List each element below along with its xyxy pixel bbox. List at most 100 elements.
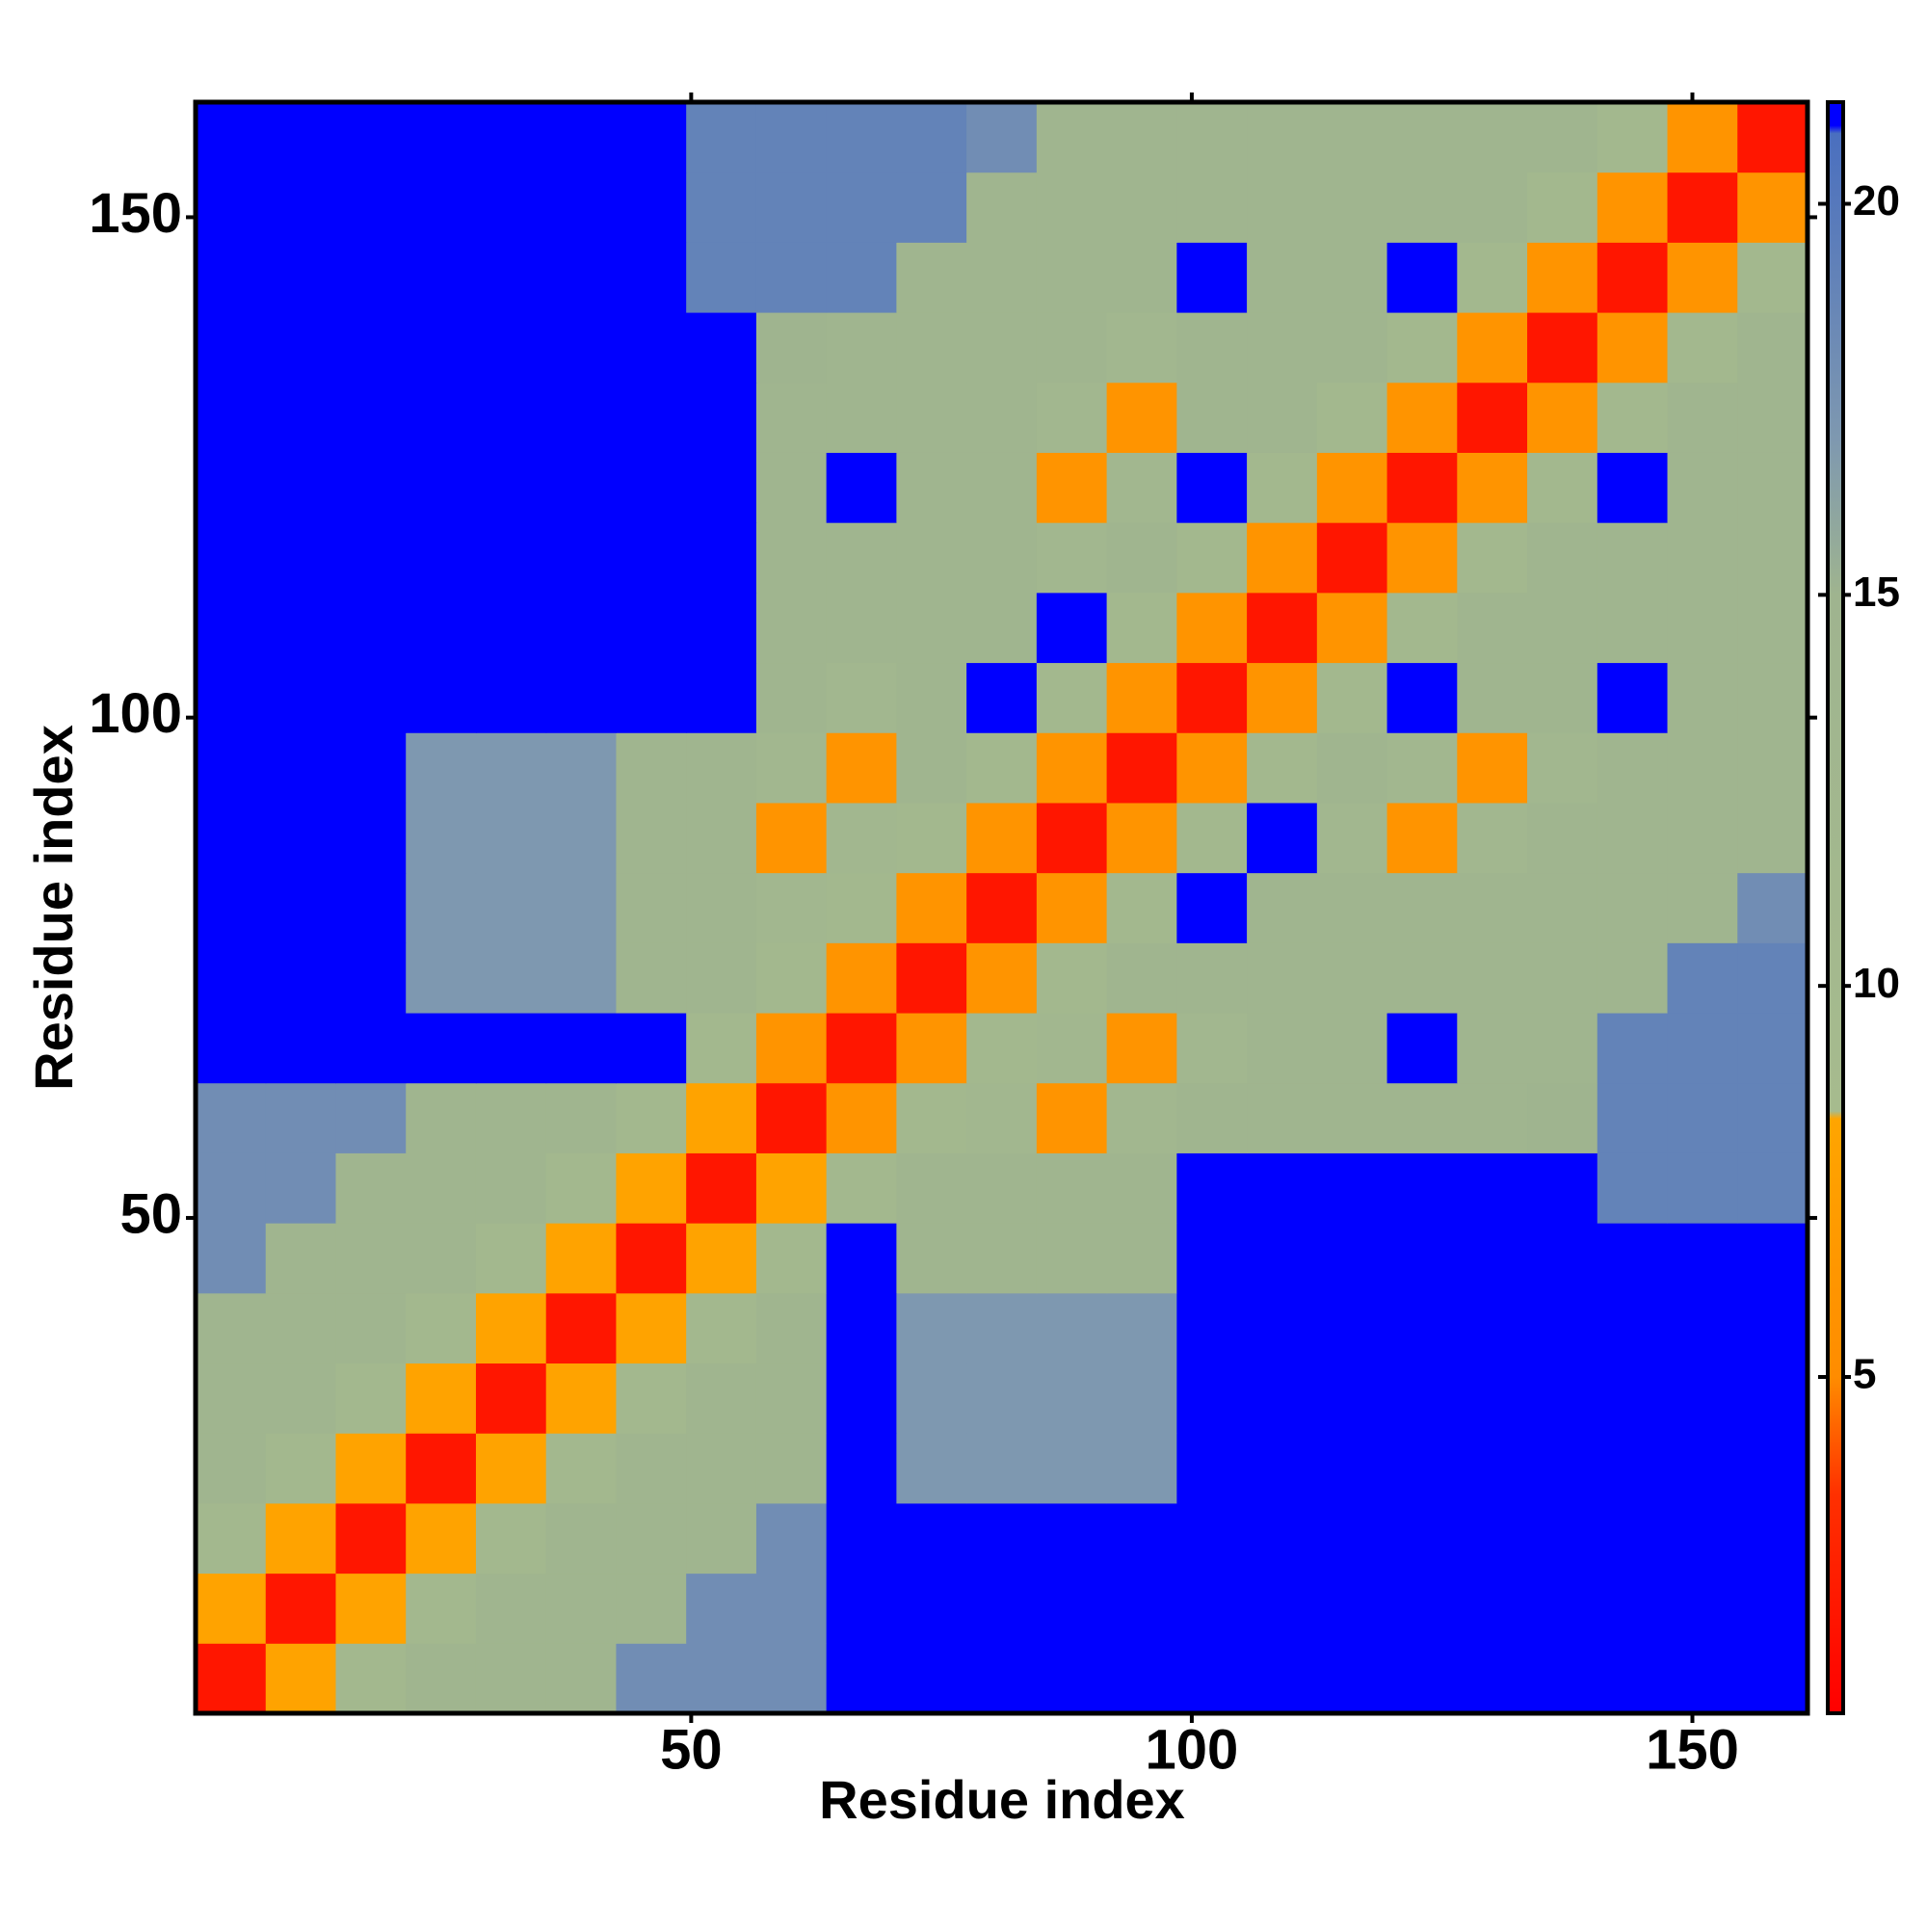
heatmap-cell (1176, 942, 1248, 1014)
heatmap-cell (335, 312, 407, 384)
heatmap-cell (1457, 942, 1528, 1014)
heatmap-cell (545, 872, 617, 943)
heatmap-cell (1106, 382, 1177, 453)
heatmap-cell (1247, 1643, 1318, 1714)
heatmap-cell (616, 1013, 687, 1084)
heatmap-cell (686, 312, 757, 384)
heatmap-cell (475, 1013, 547, 1084)
heatmap-cell (1737, 1223, 1808, 1294)
heatmap-cell (1316, 452, 1388, 523)
heatmap-cell (475, 382, 547, 453)
heatmap-cell (1106, 872, 1177, 943)
heatmap-cell (335, 1152, 407, 1224)
heatmap-cell (545, 1502, 617, 1575)
heatmap-cell (1737, 1643, 1808, 1714)
heatmap-cell (1737, 732, 1808, 804)
heatmap-cell (406, 452, 477, 523)
heatmap-cell (1106, 452, 1177, 523)
heatmap-cell (1386, 1502, 1458, 1575)
heatmap-cell (1457, 592, 1528, 664)
heatmap-cell (196, 172, 267, 243)
heatmap-cell (545, 1363, 617, 1434)
heatmap-cell (826, 1433, 897, 1504)
heatmap-cell (826, 1363, 897, 1434)
heatmap-cell (1316, 1643, 1388, 1714)
heatmap-cell (1386, 1082, 1458, 1153)
heatmap-cell (966, 312, 1038, 384)
heatmap-cell (265, 382, 336, 453)
heatmap-cell (1527, 1643, 1598, 1714)
heatmap-cell (755, 662, 828, 733)
heatmap-cell (896, 802, 967, 874)
heatmap-cell (1667, 1223, 1738, 1294)
heatmap-cell (335, 1082, 407, 1153)
heatmap-cell (406, 1013, 477, 1084)
heatmap-cell (1457, 102, 1528, 173)
heatmap-cell (406, 1363, 477, 1434)
heatmap-cell (1527, 662, 1598, 733)
heatmap-cell (265, 592, 336, 664)
heatmap-cell (896, 102, 967, 173)
heatmap-cell (966, 382, 1038, 453)
heatmap-cell (406, 802, 477, 874)
heatmap-cell (1106, 242, 1177, 313)
heatmap-cell (1386, 452, 1458, 523)
heatmap-cell (335, 1363, 407, 1434)
heatmap-cell (406, 312, 477, 384)
heatmap-cell (1597, 382, 1669, 453)
heatmap-cell (826, 382, 897, 453)
heatmap-cell (1527, 172, 1598, 243)
heatmap-cell (265, 172, 336, 243)
heatmap-cell (1247, 452, 1318, 523)
heatmap-cell (1457, 802, 1528, 874)
heatmap-cell (1667, 1013, 1738, 1084)
heatmap-cell (1527, 452, 1598, 523)
heatmap-cell (755, 802, 828, 874)
heatmap-cell (1457, 1223, 1528, 1294)
heatmap-cell (755, 1292, 828, 1364)
heatmap-cell (1597, 592, 1669, 664)
heatmap-cell (966, 242, 1038, 313)
heatmap (196, 102, 1808, 1714)
heatmap-cell (1737, 1363, 1808, 1434)
heatmap-cell (196, 732, 267, 804)
heatmap-cell (1316, 1223, 1388, 1294)
heatmap-cell (686, 172, 757, 243)
heatmap-cell (1386, 732, 1458, 804)
heatmap-cell (755, 1643, 828, 1714)
heatmap-cell (1036, 1152, 1108, 1224)
heatmap-cell (1597, 732, 1669, 804)
heatmap-cell (545, 1082, 617, 1153)
heatmap-cell (475, 312, 547, 384)
heatmap-cell (686, 1292, 757, 1364)
heatmap-cell (755, 1433, 828, 1504)
heatmap-cell (545, 522, 617, 594)
heatmap-cell (1386, 802, 1458, 874)
heatmap-cell (1106, 592, 1177, 664)
heatmap-cell (616, 452, 687, 523)
heatmap-cell (1106, 802, 1177, 874)
x-tick-label: 50 (660, 1718, 723, 1781)
heatmap-cell (1597, 102, 1669, 173)
heatmap-cell (1316, 1573, 1388, 1644)
heatmap-cell (1527, 242, 1598, 313)
heatmap-cell (1036, 802, 1108, 874)
y-axis-title: Residue index (23, 725, 84, 1091)
heatmap-cell (545, 802, 617, 874)
heatmap-cell (1316, 942, 1388, 1014)
heatmap-cell (1667, 1292, 1738, 1364)
heatmap-cell (1386, 382, 1458, 453)
heatmap-cell (1737, 1573, 1808, 1644)
heatmap-cell (475, 1643, 547, 1714)
heatmap-cell (755, 382, 828, 453)
heatmap-cell (616, 732, 687, 804)
heatmap-cell (896, 382, 967, 453)
heatmap-cell (1527, 1223, 1598, 1294)
heatmap-cell (475, 942, 547, 1014)
heatmap-cell (1176, 1223, 1248, 1294)
heatmap-cell (475, 1433, 547, 1504)
heatmap-cell (826, 662, 897, 733)
heatmap-cell (1597, 802, 1669, 874)
heatmap-cell (1247, 802, 1318, 874)
heatmap-cell (966, 732, 1038, 804)
